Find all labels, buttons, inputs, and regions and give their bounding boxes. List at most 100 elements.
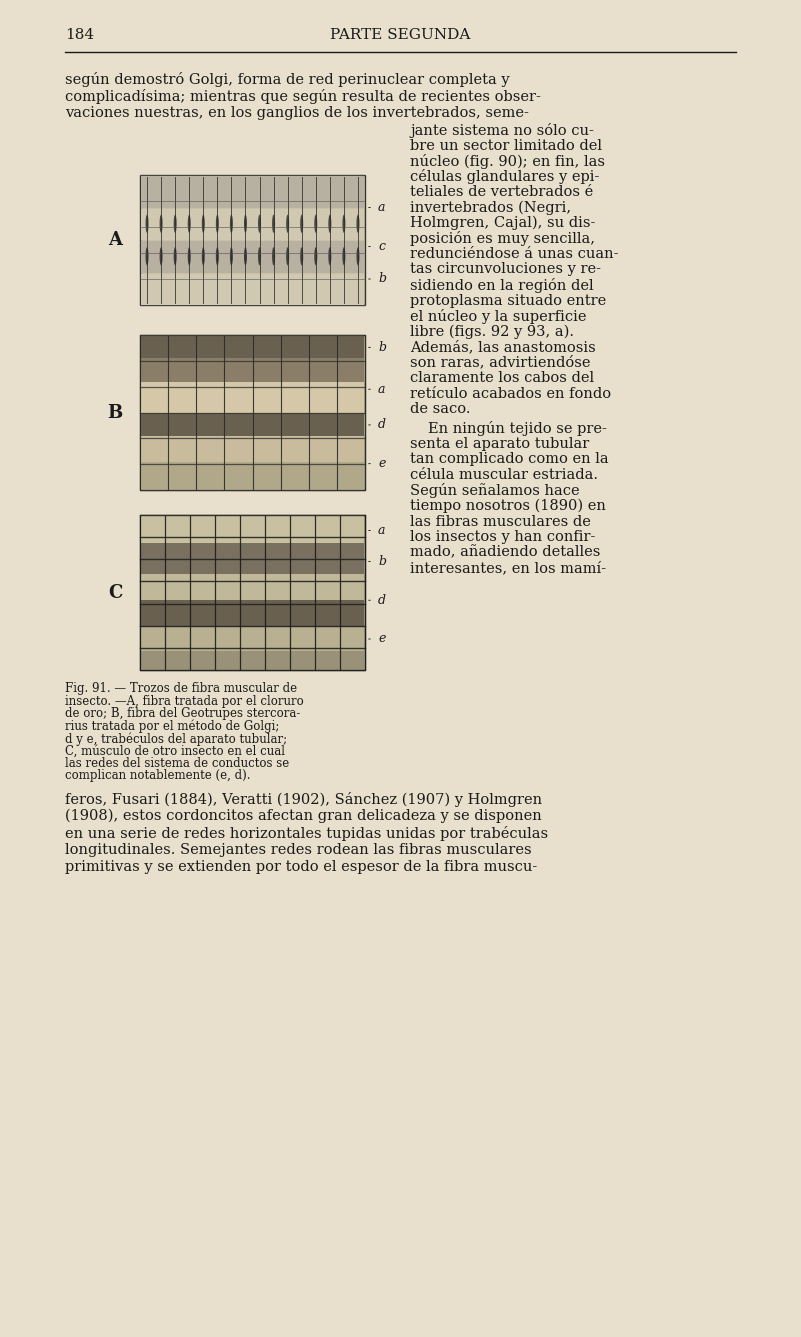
Bar: [140, 336, 365, 489]
Text: células glandulares y epi-: células glandulares y epi-: [410, 170, 599, 185]
Text: jante sistema no sólo cu-: jante sistema no sólo cu-: [410, 123, 594, 138]
Text: longitudinales. Semejantes redes rodean las fibras musculares: longitudinales. Semejantes redes rodean …: [65, 844, 532, 857]
Text: rius tratada por el método de Golgi;: rius tratada por el método de Golgi;: [65, 719, 280, 733]
Text: célula muscular estriada.: célula muscular estriada.: [410, 468, 598, 483]
Text: d: d: [378, 594, 386, 607]
Text: invertebrados (Negri,: invertebrados (Negri,: [410, 201, 571, 215]
Text: de oro; B, fibra del Geotrupes stercora-: de oro; B, fibra del Geotrupes stercora-: [65, 707, 300, 721]
Text: de saco.: de saco.: [410, 402, 470, 416]
Bar: [141, 463, 364, 489]
Text: redunciéndose á unas cuan-: redunciéndose á unas cuan-: [410, 247, 618, 261]
Text: tiempo nosotros (1890) en: tiempo nosotros (1890) en: [410, 499, 606, 513]
Bar: [141, 543, 364, 574]
Text: bre un sector limitado del: bre un sector limitado del: [410, 139, 602, 152]
Text: posición es muy sencilla,: posición es muy sencilla,: [410, 231, 595, 246]
Ellipse shape: [202, 215, 205, 233]
Text: retículo acabados en fondo: retículo acabados en fondo: [410, 386, 611, 401]
Text: primitivas y se extienden por todo el espesor de la fibra muscu-: primitivas y se extienden por todo el es…: [65, 860, 537, 874]
Text: a: a: [378, 524, 385, 537]
Ellipse shape: [244, 247, 247, 265]
Text: sidiendo en la región del: sidiendo en la región del: [410, 278, 594, 293]
Bar: [141, 358, 364, 381]
Ellipse shape: [272, 247, 275, 265]
Text: teliales de vertebrados é: teliales de vertebrados é: [410, 185, 594, 199]
Text: d y e, trabéculos del aparato tubular;: d y e, trabéculos del aparato tubular;: [65, 731, 287, 746]
Bar: [141, 176, 364, 207]
Bar: [141, 600, 364, 627]
Ellipse shape: [159, 215, 163, 233]
Ellipse shape: [202, 247, 205, 265]
Text: senta el aparato tubular: senta el aparato tubular: [410, 437, 590, 451]
Bar: [141, 436, 364, 463]
Ellipse shape: [342, 247, 345, 265]
Bar: [140, 515, 365, 670]
Text: Fig. 91. — Trozos de fibra muscular de: Fig. 91. — Trozos de fibra muscular de: [65, 682, 297, 695]
Text: b: b: [378, 273, 386, 286]
Ellipse shape: [258, 215, 261, 233]
Text: En ningún tejido se pre-: En ningún tejido se pre-: [428, 421, 607, 436]
Ellipse shape: [174, 247, 177, 265]
Text: e: e: [378, 632, 385, 646]
Text: (1908), estos cordoncitos afectan gran delicadeza y se disponen: (1908), estos cordoncitos afectan gran d…: [65, 809, 541, 824]
Bar: [141, 336, 364, 358]
Ellipse shape: [272, 215, 275, 233]
Text: A: A: [108, 231, 122, 249]
Ellipse shape: [300, 247, 304, 265]
Bar: [141, 274, 364, 305]
Bar: [141, 381, 364, 413]
Text: B: B: [107, 404, 123, 421]
Text: C, músculo de otro insecto en el cual: C, músculo de otro insecto en el cual: [65, 745, 285, 758]
Ellipse shape: [174, 215, 177, 233]
Text: tan complicado como en la: tan complicado como en la: [410, 452, 609, 467]
Text: feros, Fusari (1884), Veratti (1902), Sánchez (1907) y Holmgren: feros, Fusari (1884), Veratti (1902), Sá…: [65, 792, 542, 808]
Bar: [141, 515, 364, 543]
Text: Holmgren, Cajal), su dis-: Holmgren, Cajal), su dis-: [410, 217, 595, 230]
Text: b: b: [378, 341, 386, 354]
Text: las redes del sistema de conductos se: las redes del sistema de conductos se: [65, 757, 289, 770]
Ellipse shape: [300, 215, 304, 233]
Bar: [141, 651, 364, 670]
Text: vaciones nuestras, en los ganglios de los invertebrados, seme-: vaciones nuestras, en los ganglios de lo…: [65, 106, 529, 120]
Bar: [141, 574, 364, 600]
Ellipse shape: [215, 247, 219, 265]
Ellipse shape: [215, 215, 219, 233]
Ellipse shape: [342, 215, 345, 233]
Ellipse shape: [187, 247, 191, 265]
Ellipse shape: [187, 215, 191, 233]
Text: núcleo (fig. 90); en fin, las: núcleo (fig. 90); en fin, las: [410, 154, 605, 168]
Text: son raras, advirtiendóse: son raras, advirtiendóse: [410, 356, 590, 369]
Text: claramente los cabos del: claramente los cabos del: [410, 370, 594, 385]
Bar: [141, 241, 364, 273]
Ellipse shape: [356, 215, 360, 233]
Ellipse shape: [159, 247, 163, 265]
Text: el núcleo y la superficie: el núcleo y la superficie: [410, 309, 586, 324]
Ellipse shape: [328, 215, 332, 233]
Text: e: e: [378, 457, 385, 471]
Text: insecto. —A, fibra tratada por el cloruro: insecto. —A, fibra tratada por el clorur…: [65, 694, 304, 707]
Text: interesantes, en los mamí-: interesantes, en los mamí-: [410, 562, 606, 575]
Ellipse shape: [286, 215, 289, 233]
Ellipse shape: [230, 247, 233, 265]
Ellipse shape: [328, 247, 332, 265]
Text: tas circunvoluciones y re-: tas circunvoluciones y re-: [410, 262, 601, 277]
Text: a: a: [378, 201, 385, 214]
Text: complican notablemente (e, d).: complican notablemente (e, d).: [65, 770, 251, 782]
Bar: [141, 413, 364, 436]
Bar: [141, 209, 364, 241]
Bar: [141, 627, 364, 651]
Text: a: a: [378, 382, 385, 396]
Text: b: b: [378, 555, 386, 568]
Text: PARTE SEGUNDA: PARTE SEGUNDA: [330, 28, 471, 41]
Text: c: c: [378, 241, 385, 253]
Bar: [140, 175, 365, 305]
Text: los insectos y han confir-: los insectos y han confir-: [410, 529, 595, 544]
Ellipse shape: [314, 215, 317, 233]
Text: libre (figs. 92 y 93, a).: libre (figs. 92 y 93, a).: [410, 325, 574, 338]
Ellipse shape: [146, 215, 148, 233]
Text: protoplasma situado entre: protoplasma situado entre: [410, 294, 606, 308]
Text: mado, añadiendo detalles: mado, añadiendo detalles: [410, 545, 601, 559]
Ellipse shape: [258, 247, 261, 265]
Ellipse shape: [146, 247, 148, 265]
Ellipse shape: [356, 247, 360, 265]
Text: C: C: [108, 583, 123, 602]
